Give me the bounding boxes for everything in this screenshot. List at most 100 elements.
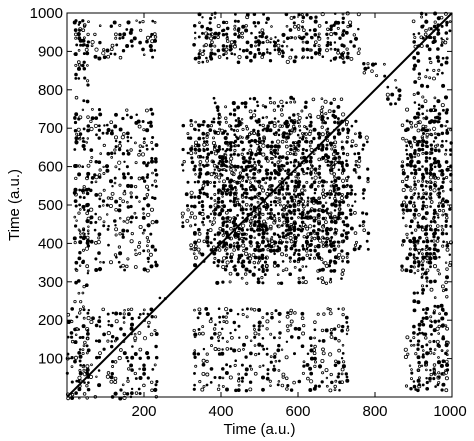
recurrence-point — [349, 191, 353, 196]
recurrence-point — [338, 201, 342, 204]
recurrence-point — [421, 176, 425, 180]
recurrence-point — [284, 235, 288, 240]
recurrence-point — [244, 165, 249, 169]
recurrence-point — [440, 388, 444, 392]
recurrence-point — [444, 219, 448, 223]
recurrence-point — [436, 132, 441, 137]
recurrence-point — [193, 232, 197, 236]
recurrence-point — [296, 200, 301, 205]
recurrence-point — [205, 311, 210, 317]
recurrence-point — [213, 375, 217, 379]
recurrence-point — [73, 28, 78, 32]
recurrence-point — [125, 165, 129, 169]
recurrence-point — [205, 236, 210, 241]
recurrence-point — [84, 246, 89, 251]
recurrence-point — [264, 181, 268, 185]
recurrence-point — [257, 117, 261, 121]
recurrence-point — [256, 149, 260, 153]
recurrence-point — [114, 145, 118, 149]
recurrence-point — [123, 189, 126, 193]
recurrence-point — [405, 208, 410, 213]
recurrence-point — [192, 204, 197, 209]
recurrence-point — [232, 265, 235, 269]
recurrence-point — [221, 221, 226, 225]
recurrence-point — [269, 188, 274, 192]
recurrence-point — [213, 101, 217, 105]
recurrence-point — [320, 125, 324, 129]
recurrence-point — [150, 141, 154, 144]
recurrence-point — [448, 263, 452, 267]
recurrence-point — [346, 128, 351, 133]
recurrence-point — [400, 264, 404, 269]
recurrence-point — [212, 251, 217, 256]
recurrence-point — [237, 238, 241, 241]
recurrence-point — [220, 205, 225, 209]
recurrence-point — [210, 48, 213, 52]
recurrence-point — [248, 269, 252, 274]
recurrence-point — [82, 23, 87, 27]
recurrence-point — [289, 144, 293, 148]
recurrence-point — [263, 105, 268, 109]
recurrence-point — [265, 176, 269, 180]
recurrence-point — [241, 264, 246, 269]
recurrence-point — [292, 21, 296, 25]
recurrence-point — [221, 20, 226, 25]
recurrence-point — [245, 307, 249, 311]
recurrence-point — [97, 355, 102, 359]
y-tick-label: 100 — [38, 351, 63, 368]
recurrence-point — [213, 347, 218, 351]
recurrence-point — [126, 135, 130, 139]
recurrence-point — [365, 140, 369, 144]
recurrence-point — [209, 36, 214, 41]
recurrence-point — [345, 223, 350, 228]
recurrence-point — [312, 348, 317, 352]
recurrence-point — [429, 265, 432, 269]
recurrence-point — [98, 175, 102, 179]
recurrence-point — [221, 168, 224, 172]
recurrence-point — [440, 316, 445, 321]
recurrence-point — [296, 121, 300, 124]
recurrence-point — [257, 320, 262, 325]
recurrence-point — [436, 176, 440, 180]
recurrence-point — [213, 193, 217, 196]
recurrence-point — [291, 124, 296, 129]
recurrence-point — [137, 153, 141, 157]
recurrence-point — [208, 204, 213, 209]
recurrence-point — [420, 364, 424, 368]
recurrence-point — [263, 201, 268, 205]
recurrence-point — [74, 391, 78, 395]
recurrence-point — [219, 163, 224, 168]
recurrence-point — [142, 267, 147, 272]
recurrence-point — [256, 132, 260, 136]
recurrence-point — [428, 376, 432, 381]
recurrence-point — [285, 219, 290, 224]
recurrence-point — [297, 27, 301, 31]
recurrence-point — [309, 120, 313, 124]
recurrence-point — [205, 158, 210, 163]
recurrence-point — [232, 320, 237, 325]
recurrence-point — [269, 208, 273, 212]
recurrence-point — [333, 148, 338, 154]
recurrence-point — [332, 56, 337, 61]
recurrence-point — [225, 256, 229, 260]
recurrence-point — [313, 245, 317, 248]
recurrence-point — [441, 232, 445, 235]
recurrence-point — [114, 36, 118, 40]
recurrence-point — [340, 55, 345, 59]
recurrence-point — [341, 352, 345, 355]
recurrence-point — [444, 124, 447, 128]
recurrence-point — [444, 225, 448, 228]
recurrence-point — [126, 257, 130, 261]
recurrence-point — [260, 28, 265, 33]
recurrence-point — [445, 130, 450, 135]
recurrence-point — [416, 153, 421, 157]
recurrence-point — [142, 336, 148, 341]
recurrence-point — [346, 231, 350, 235]
recurrence-point — [437, 380, 441, 385]
recurrence-point — [130, 44, 134, 48]
recurrence-point — [81, 165, 85, 169]
recurrence-point — [425, 380, 429, 385]
recurrence-point — [252, 96, 257, 101]
recurrence-point — [313, 175, 318, 180]
recurrence-point — [245, 48, 249, 53]
